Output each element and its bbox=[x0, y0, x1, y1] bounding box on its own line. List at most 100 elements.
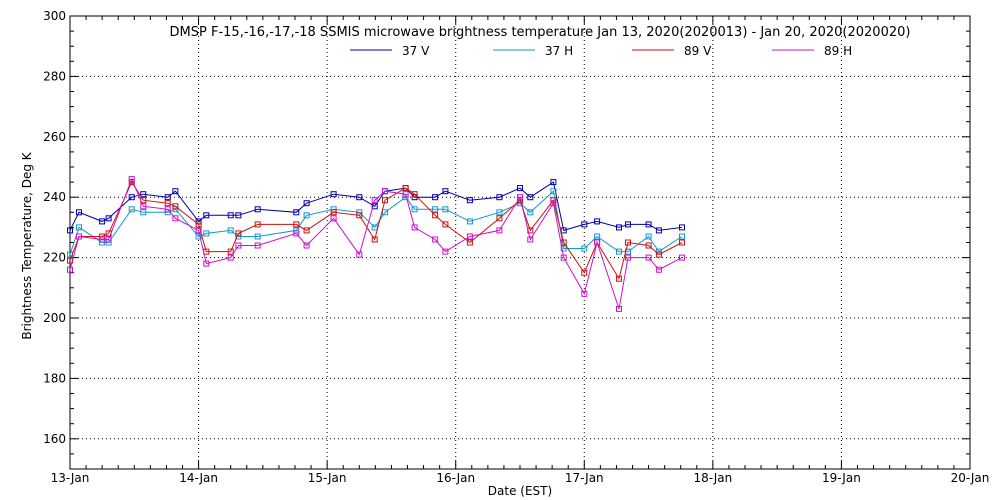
data-point-37-v bbox=[235, 212, 242, 219]
data-point-37-v bbox=[164, 194, 171, 201]
legend-label-37-v: 37 V bbox=[402, 44, 430, 58]
data-point-89-h bbox=[382, 188, 388, 195]
data-point-37-v bbox=[303, 200, 310, 207]
x-tick-label: 13-Jan bbox=[51, 471, 90, 485]
data-point-37-h bbox=[466, 218, 473, 225]
data-point-37-h bbox=[195, 233, 202, 240]
data-point-89-v bbox=[679, 239, 685, 246]
data-point-89-h bbox=[466, 233, 473, 240]
data-point-89-h bbox=[254, 242, 261, 249]
data-point-37-v bbox=[128, 194, 135, 201]
data-point-89-h bbox=[128, 176, 135, 183]
data-point-37-v bbox=[679, 224, 685, 231]
legend-label-89-v: 89 V bbox=[684, 44, 712, 58]
data-point-89-v bbox=[164, 200, 171, 207]
data-point-89-h bbox=[527, 236, 534, 243]
data-point-89-v bbox=[356, 212, 363, 219]
y-tick-label: 180 bbox=[43, 371, 66, 385]
y-axis-label: Brightness Temperature, Deg K bbox=[20, 151, 34, 339]
data-point-89-h bbox=[655, 266, 662, 273]
data-point-37-v bbox=[76, 209, 82, 216]
data-point-89-h bbox=[195, 227, 202, 234]
data-point-89-v bbox=[466, 239, 473, 246]
data-point-37-h bbox=[442, 206, 449, 213]
grid bbox=[70, 16, 970, 469]
data-point-37-v bbox=[293, 209, 300, 216]
data-point-37-v bbox=[356, 194, 363, 201]
data-point-89-v bbox=[411, 191, 418, 198]
data-point-89-v bbox=[195, 221, 202, 228]
data-point-37-v bbox=[517, 185, 523, 192]
y-tick-label: 260 bbox=[43, 130, 66, 144]
data-point-37-v bbox=[105, 215, 112, 222]
y-tick-label: 200 bbox=[43, 311, 66, 325]
data-point-89-h bbox=[356, 251, 363, 258]
data-point-89-h bbox=[550, 200, 557, 207]
y-tick-label: 240 bbox=[43, 190, 66, 204]
data-point-37-h bbox=[411, 206, 418, 213]
data-point-89-v bbox=[330, 209, 337, 216]
data-point-89-v bbox=[402, 185, 409, 192]
data-point-89-v bbox=[254, 221, 261, 228]
legend: 37 V 37 H 89 V 89 H bbox=[350, 44, 852, 58]
data-point-89-v bbox=[645, 242, 652, 249]
data-point-89-h bbox=[402, 191, 409, 198]
data-point-89-h bbox=[411, 224, 418, 231]
data-point-37-v bbox=[203, 212, 210, 219]
data-point-37-v bbox=[330, 191, 337, 198]
legend-label-37-h: 37 H bbox=[545, 44, 573, 58]
data-point-37-v bbox=[466, 197, 473, 204]
data-point-37-h bbox=[371, 224, 378, 231]
data-point-37-v bbox=[254, 206, 261, 213]
data-point-89-h bbox=[203, 260, 210, 267]
data-point-37-h bbox=[432, 206, 439, 213]
data-point-37-h bbox=[254, 233, 261, 240]
data-point-89-h bbox=[227, 254, 234, 261]
data-point-89-v bbox=[293, 221, 300, 228]
data-point-89-v bbox=[625, 239, 631, 246]
data-point-89-v bbox=[303, 227, 310, 234]
data-point-89-h bbox=[164, 206, 171, 213]
data-point-89-h bbox=[581, 290, 588, 297]
data-point-37-h bbox=[128, 206, 135, 213]
data-point-37-h bbox=[227, 227, 234, 234]
data-point-37-h bbox=[203, 230, 210, 237]
y-tick-label: 220 bbox=[43, 251, 66, 265]
data-point-37-h bbox=[527, 209, 534, 216]
x-tick-label: 20-Jan bbox=[951, 471, 990, 485]
series-group bbox=[67, 176, 685, 312]
data-point-89-v bbox=[581, 269, 588, 276]
data-point-37-v bbox=[550, 179, 557, 186]
data-point-37-v bbox=[172, 188, 179, 195]
data-point-37-h bbox=[140, 209, 147, 216]
data-point-89-h bbox=[99, 236, 106, 243]
data-point-37-v bbox=[594, 218, 601, 225]
data-point-89-h bbox=[303, 242, 310, 249]
data-point-37-v bbox=[581, 221, 588, 228]
data-point-37-v bbox=[527, 194, 534, 201]
data-point-89-h bbox=[594, 239, 601, 246]
data-point-89-h bbox=[645, 254, 652, 261]
x-tick-label: 15-Jan bbox=[308, 471, 347, 485]
data-point-89-v bbox=[235, 230, 242, 237]
x-tick-label: 18-Jan bbox=[693, 471, 732, 485]
y-axis: 160 180 200 220 240 260 280 300 bbox=[43, 9, 970, 470]
data-point-37-v bbox=[371, 203, 378, 210]
data-point-89-h bbox=[679, 254, 685, 261]
legend-label-89-h: 89 H bbox=[824, 44, 852, 58]
data-point-37-v bbox=[625, 221, 631, 228]
y-tick-label: 300 bbox=[43, 9, 66, 23]
data-point-37-h bbox=[382, 209, 388, 216]
x-tick-label: 19-Jan bbox=[822, 471, 861, 485]
data-point-37-v bbox=[99, 218, 106, 225]
data-point-37-v bbox=[67, 227, 73, 234]
data-point-89-v bbox=[371, 236, 378, 243]
data-point-89-h bbox=[67, 266, 73, 273]
data-point-89-h bbox=[76, 233, 82, 240]
data-point-89-h bbox=[293, 230, 300, 237]
data-point-37-h bbox=[679, 233, 685, 240]
data-point-37-v bbox=[655, 227, 662, 234]
x-tick-label: 16-Jan bbox=[436, 471, 475, 485]
data-point-89-h bbox=[517, 194, 523, 201]
